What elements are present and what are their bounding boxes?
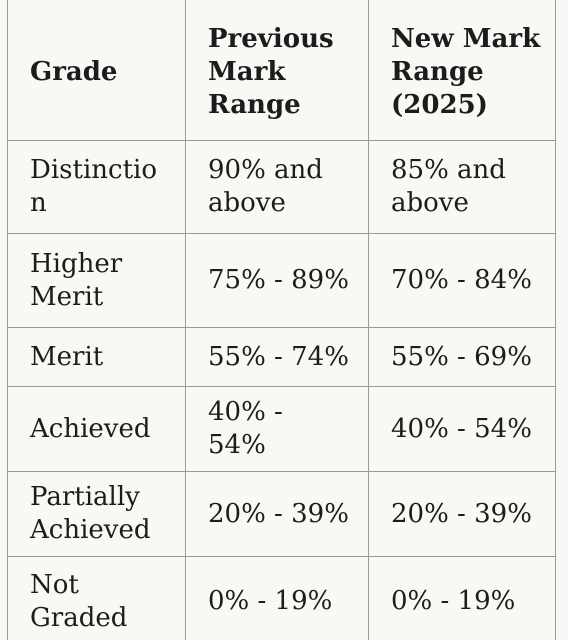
new-range-cell: 85% and above [368,140,556,234]
previous-range-cell: 0% - 19% [185,556,369,640]
grade-cell: Higher Merit [7,233,186,328]
new-range-cell: 20% - 39% [368,471,556,557]
table-row: Merit 55% - 74% 55% - 69% [7,327,556,387]
grade-cell: Merit [7,327,186,387]
new-range-cell: 40% - 54% [368,386,556,472]
header-previous-mark-range: Previous Mark Range [185,0,369,141]
table-row: Achieved 40% - 54% 40% - 54% [7,386,556,472]
previous-range-cell: 90% and above [185,140,369,234]
new-range-cell: 70% - 84% [368,233,556,328]
table-row: Not Graded 0% - 19% 0% - 19% [7,556,556,640]
grade-mark-range-table: Grade Previous Mark Range New Mark Range… [7,0,556,640]
previous-range-cell: 55% - 74% [185,327,369,387]
previous-range-cell: 20% - 39% [185,471,369,557]
previous-range-text: 40% - 54% [208,397,283,460]
table-header-row: Grade Previous Mark Range New Mark Range… [7,0,556,141]
new-range-cell: 55% - 69% [368,327,556,387]
grade-cell: Not Graded [7,556,186,640]
grade-cell: Partially Achieved [7,471,186,557]
previous-range-cell: 75% - 89% [185,233,369,328]
previous-range-cell: 40% - 54% [185,386,369,472]
header-new-mark-range: New Mark Range (2025) [368,0,556,141]
grade-cell: Distinction [7,140,186,234]
header-grade: Grade [7,0,186,141]
table-row: Higher Merit 75% - 89% 70% - 84% [7,233,556,328]
table-row: Partially Achieved 20% - 39% 20% - 39% [7,471,556,557]
table-row: Distinction 90% and above 85% and above [7,140,556,234]
new-range-cell: 0% - 19% [368,556,556,640]
grade-cell: Achieved [7,386,186,472]
